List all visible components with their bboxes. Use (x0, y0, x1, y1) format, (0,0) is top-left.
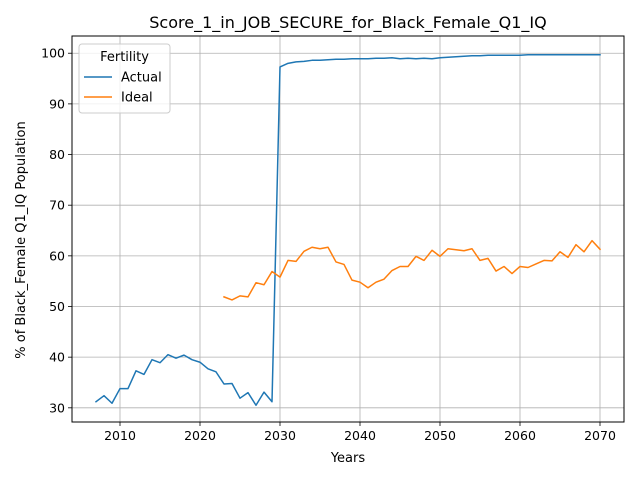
x-axis-label: Years (330, 451, 366, 466)
y-tick-label: 40 (49, 350, 65, 365)
chart-title: Score_1_in_JOB_SECURE_for_Black_Female_Q… (149, 13, 546, 33)
legend-label-ideal: Ideal (121, 91, 153, 106)
y-tick-label: 60 (49, 248, 65, 263)
legend-label-actual: Actual (121, 71, 162, 86)
x-tick-label: 2030 (264, 428, 296, 443)
plot-area-frame (71, 35, 625, 423)
x-tick-label: 2010 (104, 428, 136, 443)
y-axis-label: % of Black_Female Q1_IQ Population (14, 121, 29, 358)
series-lines (94, 53, 602, 407)
y-tick-label: 100 (41, 46, 65, 61)
legend-title: Fertility (100, 50, 149, 65)
x-tick-label: 2040 (344, 428, 376, 443)
y-tick-label: 50 (49, 299, 65, 314)
grid (72, 36, 624, 422)
legend-box (78, 43, 171, 114)
legend: Fertility Actual Ideal (78, 43, 171, 114)
axis-ticks: 2010 2020 2030 2040 2050 2060 2070 30 40 50 60 70 80… (41, 46, 616, 443)
y-tick-label: 70 (49, 198, 65, 213)
y-tick-label: 80 (49, 147, 65, 162)
x-tick-label: 2060 (504, 428, 536, 443)
x-tick-label: 2070 (584, 428, 616, 443)
series-line-actual (94, 53, 601, 407)
y-tick-label: 90 (49, 96, 65, 111)
x-tick-label: 2020 (184, 428, 216, 443)
series-line-ideal (223, 239, 602, 301)
x-tick-label: 2050 (424, 428, 456, 443)
y-tick-label: 30 (49, 400, 65, 415)
